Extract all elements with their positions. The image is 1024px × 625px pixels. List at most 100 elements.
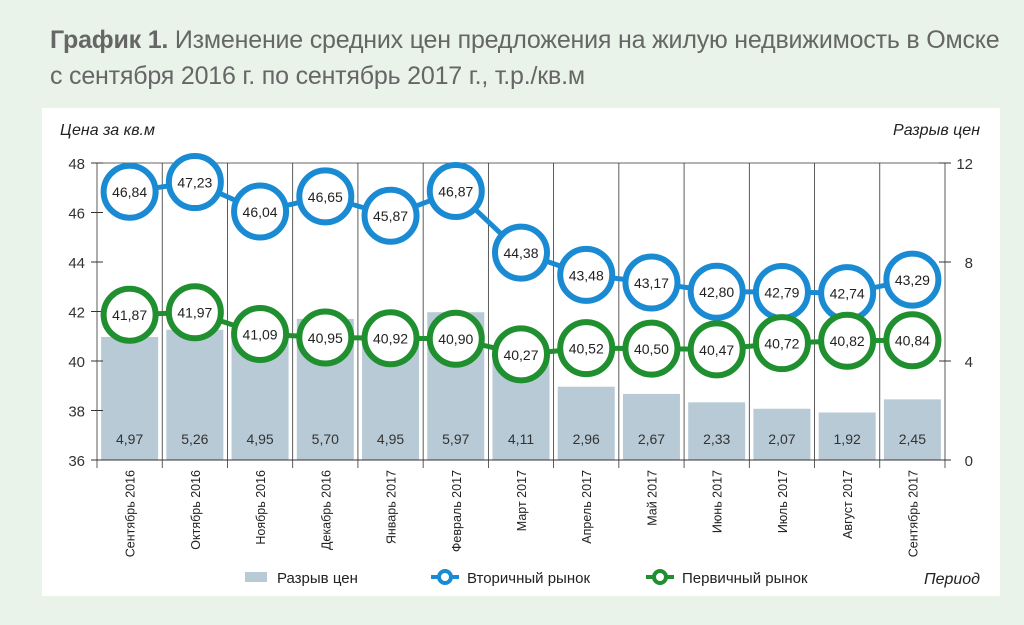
bar-label: 2,45 — [899, 431, 926, 447]
data-label: 47,23 — [177, 175, 212, 191]
data-point — [752, 314, 811, 373]
data-point — [687, 262, 746, 321]
data-point — [426, 161, 485, 220]
data-point — [426, 309, 485, 368]
right-tick-label: 12 — [956, 156, 973, 173]
bar-label: 2,33 — [703, 431, 730, 447]
category-label: Февраль 2017 — [450, 470, 464, 552]
bar — [166, 329, 224, 460]
left-tick-label: 40 — [68, 354, 85, 371]
chart-title: График 1. Изменение средних цен предложе… — [50, 22, 1010, 94]
bar — [818, 412, 876, 460]
data-label: 42,80 — [699, 284, 734, 300]
data-point — [100, 285, 159, 344]
data-point — [100, 162, 159, 221]
data-label: 44,38 — [503, 245, 538, 261]
left-tick-label: 42 — [68, 305, 85, 322]
category-label: Июль 2017 — [776, 470, 790, 533]
category-label: Август 2017 — [841, 470, 855, 539]
bar — [557, 386, 615, 460]
bar — [753, 408, 811, 460]
data-point — [883, 311, 942, 370]
left-tick-label: 36 — [68, 453, 85, 470]
data-label: 43,29 — [895, 272, 930, 288]
data-point — [622, 319, 681, 378]
data-point — [165, 153, 224, 212]
bar-label: 2,96 — [573, 431, 600, 447]
data-label: 40,95 — [308, 330, 343, 346]
bar-label: 4,95 — [246, 431, 273, 447]
data-point — [231, 182, 290, 241]
bar-label: 2,07 — [768, 431, 795, 447]
data-label: 46,87 — [438, 183, 473, 199]
data-label: 41,09 — [243, 327, 278, 343]
data-point — [557, 245, 616, 304]
category-label: Июнь 2017 — [711, 470, 725, 533]
legend-marker — [437, 569, 453, 585]
category-label: Май 2017 — [645, 470, 659, 526]
bar-label: 5,26 — [181, 431, 208, 447]
data-point — [687, 320, 746, 379]
legend-label: Первичный рынок — [682, 570, 808, 587]
left-axis-label: Цена за кв.м — [60, 122, 155, 139]
data-point — [231, 305, 290, 364]
bar — [622, 393, 680, 460]
category-label: Январь 2017 — [385, 470, 399, 544]
data-point — [492, 223, 550, 282]
bar-label: 5,70 — [312, 431, 339, 447]
category-label: Март 2017 — [515, 470, 529, 531]
data-label: 40,47 — [699, 342, 734, 358]
bar-label: 2,67 — [638, 431, 665, 447]
data-label: 43,48 — [569, 267, 604, 283]
data-label: 40,92 — [373, 331, 408, 347]
bar-label: 1,92 — [834, 431, 861, 447]
category-label: Октябрь 2016 — [189, 470, 203, 550]
title-text: Изменение средних цен предложения на жил… — [50, 26, 1000, 90]
bar — [883, 399, 941, 460]
data-point — [883, 250, 942, 309]
category-label: Сентябрь 2017 — [906, 470, 920, 557]
data-point — [361, 309, 420, 368]
data-point — [492, 325, 550, 384]
data-label: 40,72 — [764, 336, 799, 352]
x-axis-label: Период — [924, 571, 980, 588]
bar — [688, 402, 746, 460]
left-tick-label: 44 — [68, 255, 85, 272]
data-point — [818, 311, 877, 370]
legend-bar-swatch — [245, 572, 267, 582]
bar-label: 4,11 — [508, 431, 534, 447]
right-axis-label: Разрыв цен — [893, 122, 980, 139]
data-label: 40,50 — [634, 341, 669, 357]
left-tick-label: 48 — [68, 156, 85, 173]
data-label: 41,97 — [177, 305, 212, 321]
data-point — [361, 186, 420, 245]
data-point — [622, 253, 681, 312]
data-label: 40,27 — [503, 347, 538, 363]
bar-label: 4,95 — [377, 431, 404, 447]
legend-marker — [652, 569, 668, 585]
right-tick-label: 4 — [965, 354, 973, 371]
left-tick-label: 38 — [68, 404, 85, 421]
right-tick-label: 0 — [965, 453, 973, 470]
category-label: Декабрь 2016 — [319, 470, 333, 550]
data-label: 45,87 — [373, 208, 408, 224]
title-bold: График 1. — [50, 26, 169, 54]
data-label: 40,82 — [830, 333, 865, 349]
data-label: 46,84 — [112, 184, 147, 200]
data-point — [165, 283, 224, 342]
data-point — [296, 167, 355, 226]
left-tick-label: 46 — [68, 206, 85, 223]
right-tick-label: 8 — [965, 255, 973, 272]
data-point — [557, 319, 616, 378]
data-label: 40,52 — [569, 341, 604, 357]
data-label: 43,17 — [634, 275, 669, 291]
category-label: Апрель 2017 — [580, 470, 594, 544]
legend-label: Разрыв цен — [277, 570, 358, 587]
data-label: 46,04 — [243, 204, 278, 220]
category-label: Сентябрь 2016 — [124, 470, 138, 557]
bar — [101, 336, 159, 460]
bar-label: 4,97 — [116, 431, 143, 447]
data-label: 40,84 — [895, 333, 930, 349]
bar-label: 5,97 — [442, 431, 469, 447]
